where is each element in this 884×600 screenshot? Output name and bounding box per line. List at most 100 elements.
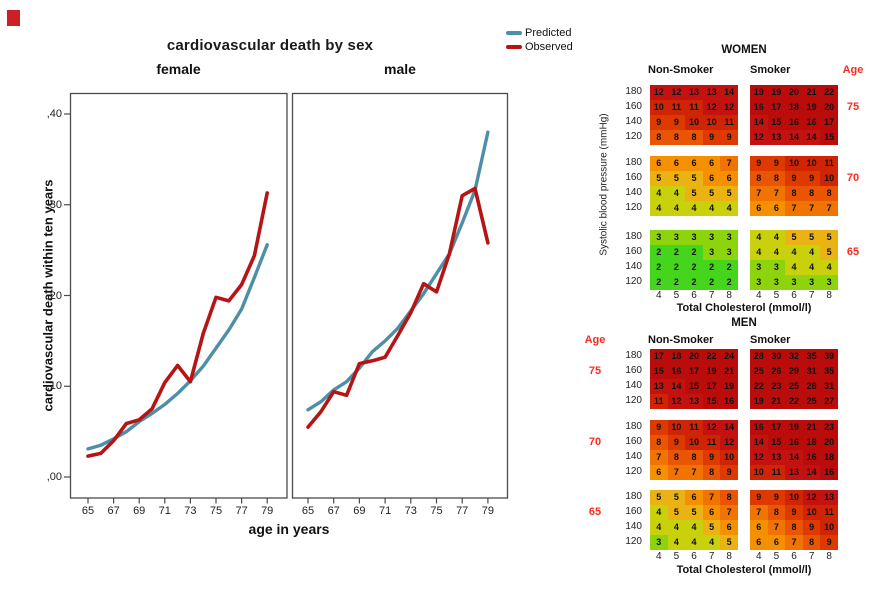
legend-item-predicted: Predicted <box>506 26 573 40</box>
header-smoker-men: Smoker <box>750 334 791 346</box>
age-header-men: Age <box>584 334 606 346</box>
y-tick-label: ,30 <box>46 198 62 211</box>
bp-label: 180 <box>625 157 642 168</box>
x-axis-label: age in years <box>248 521 330 537</box>
risk-cell: 29 <box>785 364 803 379</box>
risk-cell: 5 <box>667 171 686 186</box>
risk-cell: 3 <box>767 260 786 275</box>
cholesterol-tick: 5 <box>773 551 780 562</box>
risk-cell: 31 <box>820 379 838 394</box>
risk-cell: 4 <box>767 245 786 260</box>
risk-cell: 14 <box>802 465 821 480</box>
risk-cell: 21 <box>802 420 821 435</box>
cholesterol-tick: 5 <box>673 551 680 562</box>
risk-cell: 16 <box>785 115 803 130</box>
risk-cell: 25 <box>785 379 803 394</box>
risk-block-men-70-non_smoker: 9 10 11 12 14 8 9 10 11 12 7 8 8 9 10 6 7 7 8 9 <box>650 420 738 480</box>
risk-cell: 2 <box>685 245 703 260</box>
risk-cell: 5 <box>650 171 668 186</box>
risk-cell: 4 <box>720 201 738 216</box>
risk-cell: 16 <box>820 465 838 480</box>
risk-cell: 5 <box>667 490 686 505</box>
bp-label: 140 <box>625 187 642 198</box>
risk-title-men: MEN <box>731 317 757 329</box>
risk-cell: 12 <box>702 420 721 435</box>
risk-cell: 8 <box>785 186 803 201</box>
bp-label: 120 <box>625 131 642 142</box>
risk-cell: 15 <box>702 394 721 409</box>
risk-cell: 16 <box>750 100 768 115</box>
risk-cell: 15 <box>685 379 703 394</box>
risk-cell: 4 <box>667 186 686 201</box>
risk-cell: 4 <box>685 201 703 216</box>
risk-cell: 9 <box>650 420 668 435</box>
risk-cell: 6 <box>685 490 703 505</box>
risk-cell: 2 <box>667 275 686 290</box>
risk-cell: 15 <box>767 115 786 130</box>
x-tick-label: 65 <box>81 505 95 517</box>
bp-label: 140 <box>625 261 642 272</box>
x-tick-label: 73 <box>184 505 197 517</box>
risk-cell: 21 <box>767 394 786 409</box>
risk-cell: 7 <box>685 465 703 480</box>
risk-cell: 6 <box>720 520 738 535</box>
risk-cell: 2 <box>667 260 686 275</box>
bp-label: 180 <box>625 231 642 242</box>
risk-cell: 22 <box>820 85 838 100</box>
age-header-women: Age <box>842 64 864 76</box>
risk-cell: 18 <box>820 450 838 465</box>
x-tick-label: 69 <box>353 505 366 517</box>
risk-cell: 19 <box>702 364 721 379</box>
risk-cell: 12 <box>667 85 686 100</box>
legend-label-predicted: Predicted <box>525 27 572 39</box>
risk-cell: 7 <box>820 201 838 216</box>
y-tick-label: ,40 <box>46 108 62 120</box>
risk-cell: 5 <box>667 505 686 520</box>
bp-label: 160 <box>625 506 642 517</box>
risk-cell: 15 <box>650 364 668 379</box>
x-tick-label: 69 <box>133 505 146 517</box>
cholesterol-tick: 6 <box>791 551 797 562</box>
bp-label: 160 <box>625 101 642 112</box>
x-tick-label: 67 <box>327 505 340 517</box>
risk-cell: 20 <box>820 435 838 450</box>
risk-cell: 4 <box>685 520 703 535</box>
bp-label: 120 <box>625 202 642 213</box>
risk-block-men-75-non_smoker: 17 18 20 22 24 15 16 17 19 21 13 14 15 17 19 11 12 13 15 16 <box>650 349 738 409</box>
risk-cell: 9 <box>802 520 821 535</box>
risk-cell: 7 <box>785 201 803 216</box>
y-tick-label: ,20 <box>46 289 62 302</box>
risk-cell: 3 <box>702 245 721 260</box>
risk-cell: 8 <box>720 490 738 505</box>
panel-label-male: male <box>384 61 416 77</box>
risk-block-men-70-smoker: 16 17 19 21 23 14 15 16 18 20 12 13 14 16 18 10 11 13 14 16 <box>750 420 838 480</box>
age-value-women-70: 70 <box>846 172 860 184</box>
risk-cell: 16 <box>720 394 738 409</box>
risk-cell: 25 <box>750 364 768 379</box>
risk-cell: 6 <box>702 505 721 520</box>
cholesterol-tick: 7 <box>808 290 815 301</box>
risk-cell: 8 <box>785 520 803 535</box>
risk-cell: 4 <box>785 260 803 275</box>
cholesterol-tick: 8 <box>826 551 832 562</box>
risk-cell: 24 <box>720 349 738 364</box>
chart-title: cardiovascular death by sex <box>166 37 374 54</box>
risk-cell: 16 <box>802 115 821 130</box>
risk-cell: 19 <box>785 420 803 435</box>
risk-cell: 10 <box>802 505 821 520</box>
predicted-line-swatch <box>506 31 522 35</box>
risk-cell: 8 <box>767 171 786 186</box>
risk-cell: 13 <box>820 490 838 505</box>
risk-cell: 21 <box>720 364 738 379</box>
risk-cell: 4 <box>820 260 838 275</box>
x-tick-label: 79 <box>481 505 495 517</box>
risk-cell: 7 <box>720 156 738 171</box>
risk-cell: 13 <box>767 130 786 145</box>
risk-cell: 32 <box>785 349 803 364</box>
risk-cell: 9 <box>750 490 768 505</box>
risk-cell: 3 <box>785 275 803 290</box>
risk-cell: 4 <box>685 535 703 550</box>
